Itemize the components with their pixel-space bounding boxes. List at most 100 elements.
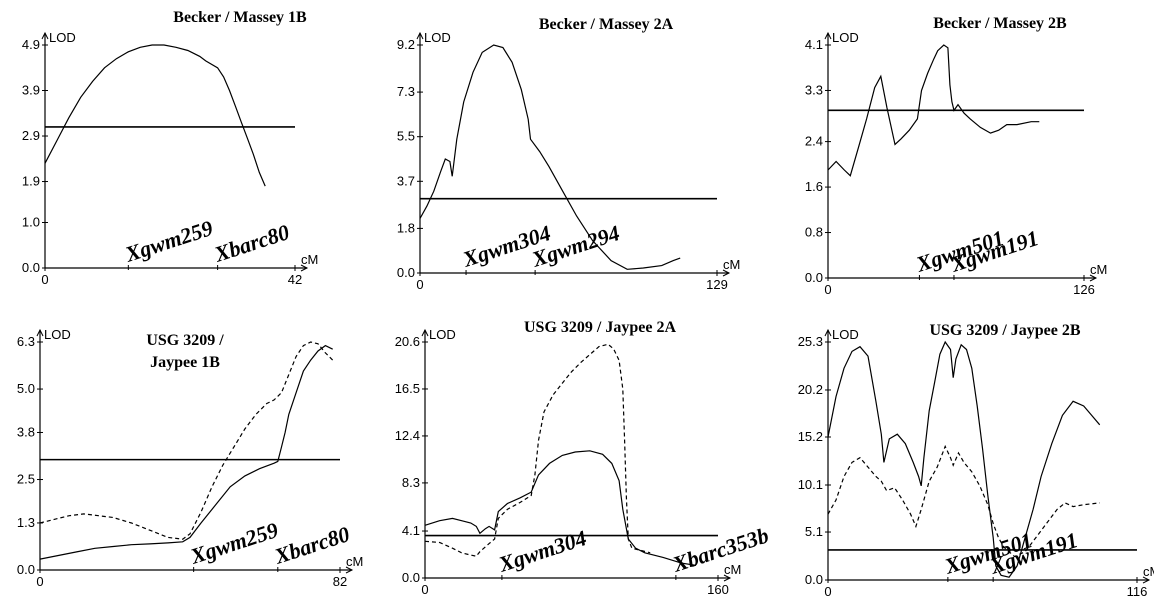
lod-curve-solid: [424, 450, 697, 566]
lod-curve-dashed: [39, 341, 334, 540]
chart-title: Becker / Massey 1B: [173, 9, 307, 26]
lod-curve-solid: [827, 44, 1040, 177]
y-tick-label: 0.0: [402, 570, 420, 585]
chart-panel: Becker / Massey 2B LOD cM 0.0 0.8 1.6 2.4 3.3 4.…: [805, 15, 1107, 297]
chart-panel: Becker / Massey 2A LOD cM 0.0 1.8 3.7 5.5 7.3 9.…: [397, 16, 740, 292]
x-tick-label: 160: [707, 582, 729, 597]
y-axis-arrow: [41, 31, 49, 40]
y-tick-label: 2.4: [805, 134, 823, 149]
y-tick-label: 12.4: [395, 428, 420, 443]
y-axis-arrow: [824, 328, 832, 337]
chart-title: USG 3209 / Jaypee 2A: [524, 319, 676, 336]
x-axis-label: cM: [346, 554, 363, 569]
y-tick-label: 4.1: [805, 37, 823, 52]
y-tick-label: 4.9: [22, 37, 40, 52]
y-tick-label: 16.5: [395, 381, 420, 396]
lod-curve-solid: [419, 44, 681, 270]
x-axis-arrow: [1089, 274, 1098, 282]
y-tick-label: 10.1: [798, 477, 823, 492]
chart-panel: USG 3209 / Jaypee 1B LOD cM 0.0 1.3 2.5 3.8 5.0 6…: [17, 327, 363, 589]
y-tick-label: 1.3: [17, 515, 35, 530]
y-tick-label: 0.8: [805, 225, 823, 240]
x-tick-label: 82: [333, 574, 347, 589]
x-axis-label: cM: [301, 252, 318, 267]
y-axis-label: LOD: [424, 30, 451, 45]
lod-curve-dashed: [424, 343, 651, 557]
y-axis-arrow: [421, 328, 429, 337]
x-axis-arrow: [1142, 576, 1151, 584]
y-axis-label: LOD: [429, 327, 456, 342]
x-axis-arrow: [723, 574, 732, 582]
y-tick-label: 20.2: [798, 382, 823, 397]
y-axis-label: LOD: [832, 327, 859, 342]
y-tick-label: 3.7: [397, 173, 415, 188]
marker-label: Xgwm304: [495, 525, 590, 577]
marker-label: Xbarc353b: [669, 522, 772, 577]
y-tick-label: 2.9: [22, 128, 40, 143]
x-axis-arrow: [722, 269, 731, 277]
lod-curve-solid: [44, 44, 266, 187]
y-axis-arrow: [416, 31, 424, 40]
y-tick-label: 15.2: [798, 429, 823, 444]
y-tick-label: 7.3: [397, 84, 415, 99]
y-tick-label: 0.0: [397, 265, 415, 280]
y-tick-label: 3.8: [17, 424, 35, 439]
y-tick-label: 4.1: [402, 523, 420, 538]
chart-panel: Becker / Massey 1B LOD cM 0.0 1.0 1.9 2.9 3.9 4.…: [22, 9, 318, 287]
marker-label: Xbarc80: [271, 521, 353, 569]
x-axis-label: cM: [1090, 262, 1107, 277]
x-tick-label: 0: [41, 272, 48, 287]
y-tick-label: 1.0: [22, 214, 40, 229]
y-axis-label: LOD: [832, 30, 859, 45]
y-tick-label: 0.0: [17, 562, 35, 577]
lod-curve-solid: [39, 344, 333, 560]
chart-panel: USG 3209 / Jaypee 2B LOD cM 0.0 5.1 10.1 15.2 2…: [798, 322, 1154, 599]
x-tick-label: 42: [288, 272, 302, 287]
x-axis-label: cM: [724, 562, 741, 577]
y-tick-label: 0.0: [805, 270, 823, 285]
lod-curve-solid: [827, 340, 1101, 578]
y-tick-label: 3.3: [805, 82, 823, 97]
x-axis-label: cM: [1143, 564, 1154, 579]
y-axis-label: LOD: [44, 327, 71, 342]
y-tick-label: 1.9: [22, 174, 40, 189]
y-tick-label: 5.5: [397, 129, 415, 144]
y-tick-label: 3.9: [22, 83, 40, 98]
chart-title: USG 3209 /: [146, 332, 224, 349]
chart-title: Becker / Massey 2B: [933, 15, 1067, 32]
x-axis-arrow: [300, 264, 309, 272]
x-tick-label: 116: [1127, 584, 1148, 599]
y-tick-label: 9.2: [397, 37, 415, 52]
y-axis-arrow: [824, 31, 832, 40]
chart-title: USG 3209 / Jaypee 2B: [929, 322, 1080, 339]
x-tick-label: 0: [416, 277, 423, 292]
x-axis-label: cM: [723, 257, 740, 272]
chart-title: Becker / Massey 2A: [539, 16, 674, 33]
x-tick-label: 0: [824, 584, 831, 599]
y-tick-label: 1.6: [805, 179, 823, 194]
marker-label: Xgwm259: [187, 517, 282, 569]
x-tick-label: 0: [421, 582, 428, 597]
y-tick-label: 8.3: [402, 475, 420, 490]
x-tick-label: 0: [824, 282, 831, 297]
marker-label: Xbarc80: [210, 219, 292, 267]
y-tick-label: 5.0: [17, 381, 35, 396]
x-tick-label: 129: [706, 277, 728, 292]
marker-label: Xgwm191: [986, 527, 1081, 579]
x-tick-label: 126: [1073, 282, 1095, 297]
chart-panel: USG 3209 / Jaypee 2A LOD cM 0.0 4.1 8.3 12.4 16…: [395, 319, 772, 597]
y-tick-label: 0.0: [22, 260, 40, 275]
y-tick-label: 1.8: [397, 220, 415, 235]
y-tick-label: 6.3: [17, 334, 35, 349]
x-axis-arrow: [345, 566, 354, 574]
marker-label: Xgwm259: [121, 215, 216, 267]
chart-title: Jaypee 1B: [150, 354, 220, 371]
y-axis-label: LOD: [49, 30, 76, 45]
y-tick-label: 20.6: [395, 334, 420, 349]
y-tick-label: 0.0: [805, 572, 823, 587]
y-tick-label: 5.1: [805, 524, 823, 539]
x-tick-label: 0: [36, 574, 43, 589]
y-axis-arrow: [36, 328, 44, 337]
y-tick-label: 25.3: [798, 334, 823, 349]
